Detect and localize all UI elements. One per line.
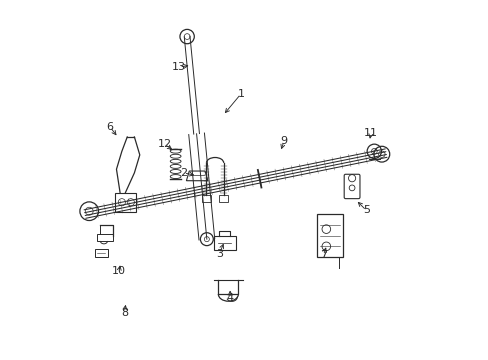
Text: 1: 1 [237,89,244,99]
Text: 7: 7 [319,250,326,260]
Text: 4: 4 [226,293,233,303]
Text: 12: 12 [157,139,171,149]
Text: 8: 8 [121,308,128,318]
Text: 3: 3 [216,248,223,258]
Text: 9: 9 [280,136,287,146]
Text: 10: 10 [112,266,126,276]
Text: 5: 5 [362,206,369,216]
Text: 2: 2 [180,168,187,178]
Text: 13: 13 [172,62,186,72]
Text: 6: 6 [106,122,113,132]
Text: 11: 11 [364,128,377,138]
